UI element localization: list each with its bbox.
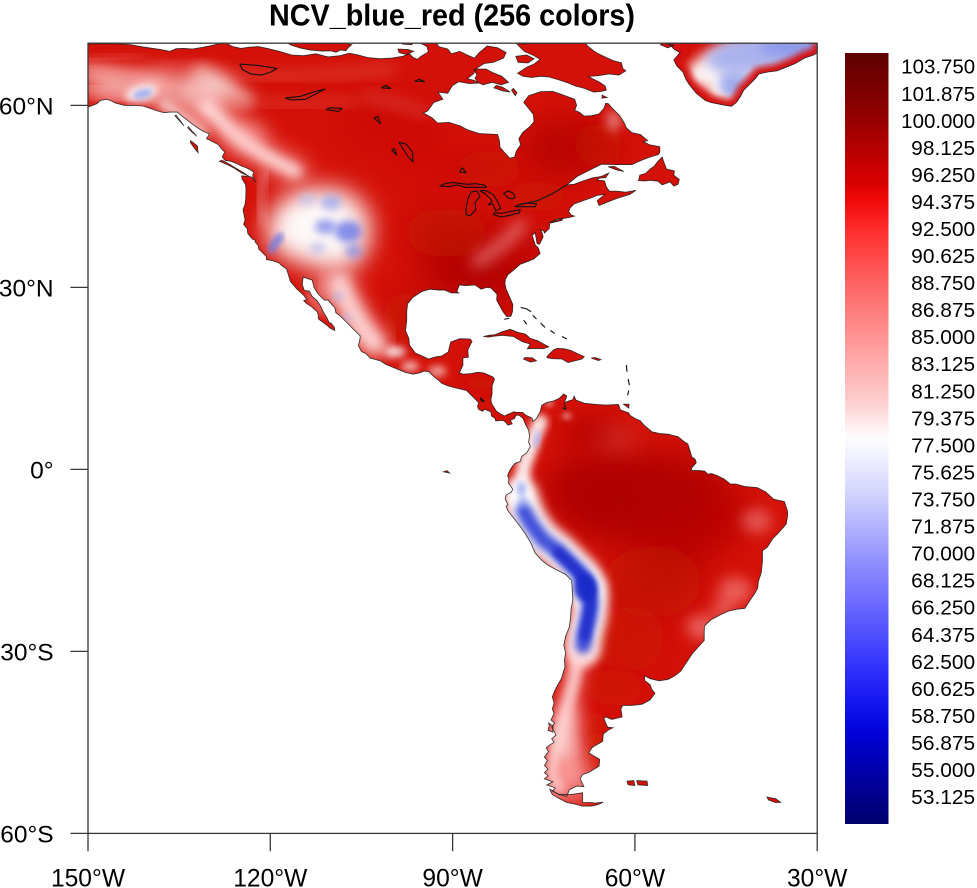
svg-text:98.125: 98.125 xyxy=(911,138,975,160)
svg-text:55.000: 55.000 xyxy=(911,760,975,782)
svg-text:66.250: 66.250 xyxy=(911,598,975,620)
svg-text:70.000: 70.000 xyxy=(911,544,975,566)
svg-text:71.875: 71.875 xyxy=(911,517,975,539)
svg-text:92.500: 92.500 xyxy=(911,219,975,241)
svg-text:NCV_blue_red (256 colors): NCV_blue_red (256 colors) xyxy=(269,0,635,33)
svg-text:96.250: 96.250 xyxy=(911,165,975,187)
svg-text:77.500: 77.500 xyxy=(911,435,975,457)
svg-text:53.125: 53.125 xyxy=(911,787,975,809)
svg-text:75.625: 75.625 xyxy=(911,462,975,484)
svg-text:88.750: 88.750 xyxy=(911,273,975,295)
svg-text:73.750: 73.750 xyxy=(911,490,975,512)
svg-text:94.375: 94.375 xyxy=(911,192,975,214)
svg-text:90.625: 90.625 xyxy=(911,246,975,268)
svg-text:62.500: 62.500 xyxy=(911,652,975,674)
svg-text:60°W: 60°W xyxy=(605,866,666,888)
svg-text:30°S: 30°S xyxy=(0,639,53,666)
svg-text:101.875: 101.875 xyxy=(901,84,975,106)
svg-text:56.875: 56.875 xyxy=(911,733,975,755)
svg-text:86.875: 86.875 xyxy=(911,300,975,322)
svg-text:83.125: 83.125 xyxy=(911,354,975,376)
svg-text:68.125: 68.125 xyxy=(911,571,975,593)
svg-text:90°W: 90°W xyxy=(422,866,483,888)
svg-text:30°N: 30°N xyxy=(0,275,54,302)
svg-text:81.250: 81.250 xyxy=(911,381,975,403)
svg-text:58.750: 58.750 xyxy=(911,706,975,728)
svg-text:60.625: 60.625 xyxy=(911,679,975,701)
svg-text:100.000: 100.000 xyxy=(901,111,975,133)
svg-text:79.375: 79.375 xyxy=(911,408,975,430)
svg-text:60°N: 60°N xyxy=(0,93,54,120)
svg-text:120°W: 120°W xyxy=(233,866,308,888)
svg-text:60°S: 60°S xyxy=(0,821,53,848)
svg-text:30°W: 30°W xyxy=(787,866,848,888)
svg-text:103.750: 103.750 xyxy=(901,57,975,79)
svg-text:0°: 0° xyxy=(30,457,53,484)
svg-text:150°W: 150°W xyxy=(51,866,126,888)
svg-text:64.375: 64.375 xyxy=(911,625,975,647)
svg-text:85.000: 85.000 xyxy=(911,327,975,349)
